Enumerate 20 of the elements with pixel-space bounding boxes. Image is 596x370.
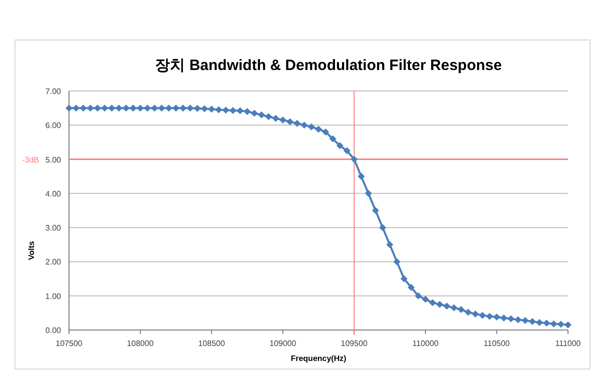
x-tick-label: 108000 (126, 339, 154, 348)
y-axis-title: Volts (27, 240, 36, 260)
x-tick-label: 109000 (270, 339, 297, 348)
y-tick-label: 7.00 (45, 87, 62, 96)
y-tick-label: 1.00 (45, 292, 62, 301)
y-tick-label: 2.00 (45, 258, 62, 267)
x-tick-label: 107500 (56, 339, 83, 348)
y-tick-label: 4.00 (45, 189, 62, 198)
chart-title: 장치 Bandwidth & Demodulation Filter Response (155, 57, 502, 74)
y-tick-label: 6.00 (45, 121, 62, 130)
x-tick-label: 110500 (484, 339, 510, 348)
y-tick-label: 3.00 (45, 224, 62, 233)
y-tick-label: 5.00 (45, 155, 62, 164)
x-tick-label: 108500 (198, 339, 226, 348)
y-tick-label: 0.00 (45, 326, 62, 335)
x-tick-label: 109500 (340, 339, 368, 348)
x-tick-label: 110000 (412, 339, 440, 348)
ref-line-label: -3dB (22, 155, 39, 164)
x-axis-title: Frequency(Hz) (290, 354, 347, 363)
x-tick-label: 111000 (555, 339, 582, 348)
